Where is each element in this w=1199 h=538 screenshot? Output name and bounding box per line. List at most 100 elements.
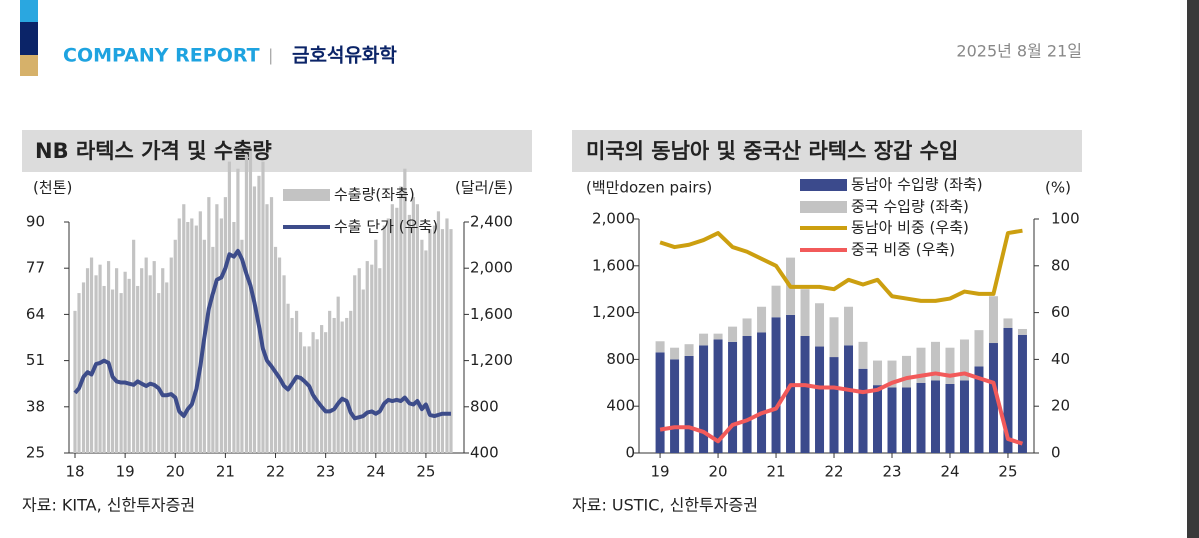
bar (169, 257, 173, 453)
date: 2025년 8월 21일 (956, 42, 1082, 61)
x-tick-label: 22 (266, 463, 285, 481)
bar (165, 282, 169, 453)
bar (194, 225, 198, 453)
legend-label: 중국 수입량 (좌축) (851, 198, 969, 216)
bar (800, 336, 810, 453)
bar (858, 341, 868, 369)
x-tick-label: 19 (651, 463, 670, 481)
y2-axis-label: (달러/톤) (455, 179, 513, 197)
bar (261, 161, 265, 454)
bar (873, 360, 883, 386)
bar (273, 246, 278, 453)
y2-tick-label: 1,200 (470, 351, 513, 369)
bar (757, 306, 767, 333)
bar (395, 207, 399, 453)
bar (713, 339, 723, 453)
source: 자료: KITA, 신한투자증권 (22, 496, 195, 515)
y-tick-label: 1,600 (592, 256, 635, 274)
title-box (572, 130, 1082, 172)
bar (399, 186, 403, 453)
bar (771, 285, 781, 318)
bar (248, 150, 253, 453)
bar (81, 282, 86, 453)
legend-swatch (800, 179, 847, 191)
bar (742, 318, 752, 336)
bar (432, 225, 437, 453)
bar (887, 360, 897, 388)
brand-bar (20, 22, 38, 55)
x-tick-label: 22 (824, 463, 843, 481)
bar (73, 310, 77, 453)
bar (374, 239, 378, 453)
bar (232, 222, 236, 453)
bar (945, 347, 955, 384)
y-tick-label: 51 (26, 351, 45, 369)
bar (403, 168, 407, 453)
bar (102, 285, 106, 453)
y2-axis-label: (%) (1045, 179, 1071, 197)
legend-swatch (800, 201, 847, 213)
bar (699, 345, 709, 453)
bar (974, 366, 984, 453)
bar (382, 225, 386, 453)
bar (265, 204, 269, 453)
y2-tick-label: 20 (1051, 397, 1070, 415)
bar (757, 332, 767, 453)
x-tick-label: 20 (166, 463, 185, 481)
y2-tick-label: 400 (470, 444, 499, 462)
bar (223, 197, 227, 453)
bar (974, 330, 984, 367)
y-tick-label: 2,000 (592, 210, 635, 228)
title-box (22, 130, 532, 172)
bar (361, 289, 365, 453)
bar (215, 204, 219, 453)
bar (127, 278, 131, 453)
bar (136, 285, 140, 453)
bar (670, 347, 680, 360)
bar (420, 239, 424, 453)
bar (844, 345, 854, 453)
bar (123, 271, 127, 453)
y-tick-label: 1,200 (592, 303, 635, 321)
bar (277, 257, 282, 453)
bar (415, 204, 419, 453)
bar (1003, 327, 1013, 453)
brand-bar (20, 0, 38, 22)
bar (378, 268, 382, 453)
bar (144, 257, 148, 453)
bar (815, 303, 825, 347)
bar (916, 347, 926, 383)
brand: COMPANY REPORT (63, 45, 260, 67)
bar (445, 218, 449, 453)
y2-tick-label: 40 (1051, 350, 1070, 368)
bar (324, 332, 328, 453)
bar (106, 261, 111, 453)
bar (670, 359, 680, 453)
y-tick-label: 77 (26, 259, 45, 277)
bar (1003, 318, 1013, 328)
bar (282, 275, 286, 453)
x-tick-label: 24 (940, 463, 959, 481)
bar (294, 310, 299, 453)
bar (684, 355, 694, 453)
line (659, 228, 1023, 303)
y-tick-label: 400 (606, 397, 635, 415)
chart-title: NB 라텍스 가격 및 수출량 (35, 139, 272, 163)
bar (728, 341, 738, 453)
bar (307, 346, 311, 453)
bar (252, 186, 257, 453)
bar (365, 261, 369, 453)
y2-tick-label: 2,000 (470, 259, 513, 277)
source: 자료: USTIC, 신한투자증권 (572, 496, 758, 515)
window-edge (1187, 0, 1199, 538)
company: 금호석유화학 (292, 45, 397, 67)
bar (742, 336, 752, 453)
bar (655, 352, 665, 453)
bar (236, 168, 240, 453)
bar (302, 346, 307, 453)
bar (332, 317, 336, 453)
bar (945, 383, 955, 453)
bar (207, 197, 211, 453)
bar (959, 380, 969, 453)
